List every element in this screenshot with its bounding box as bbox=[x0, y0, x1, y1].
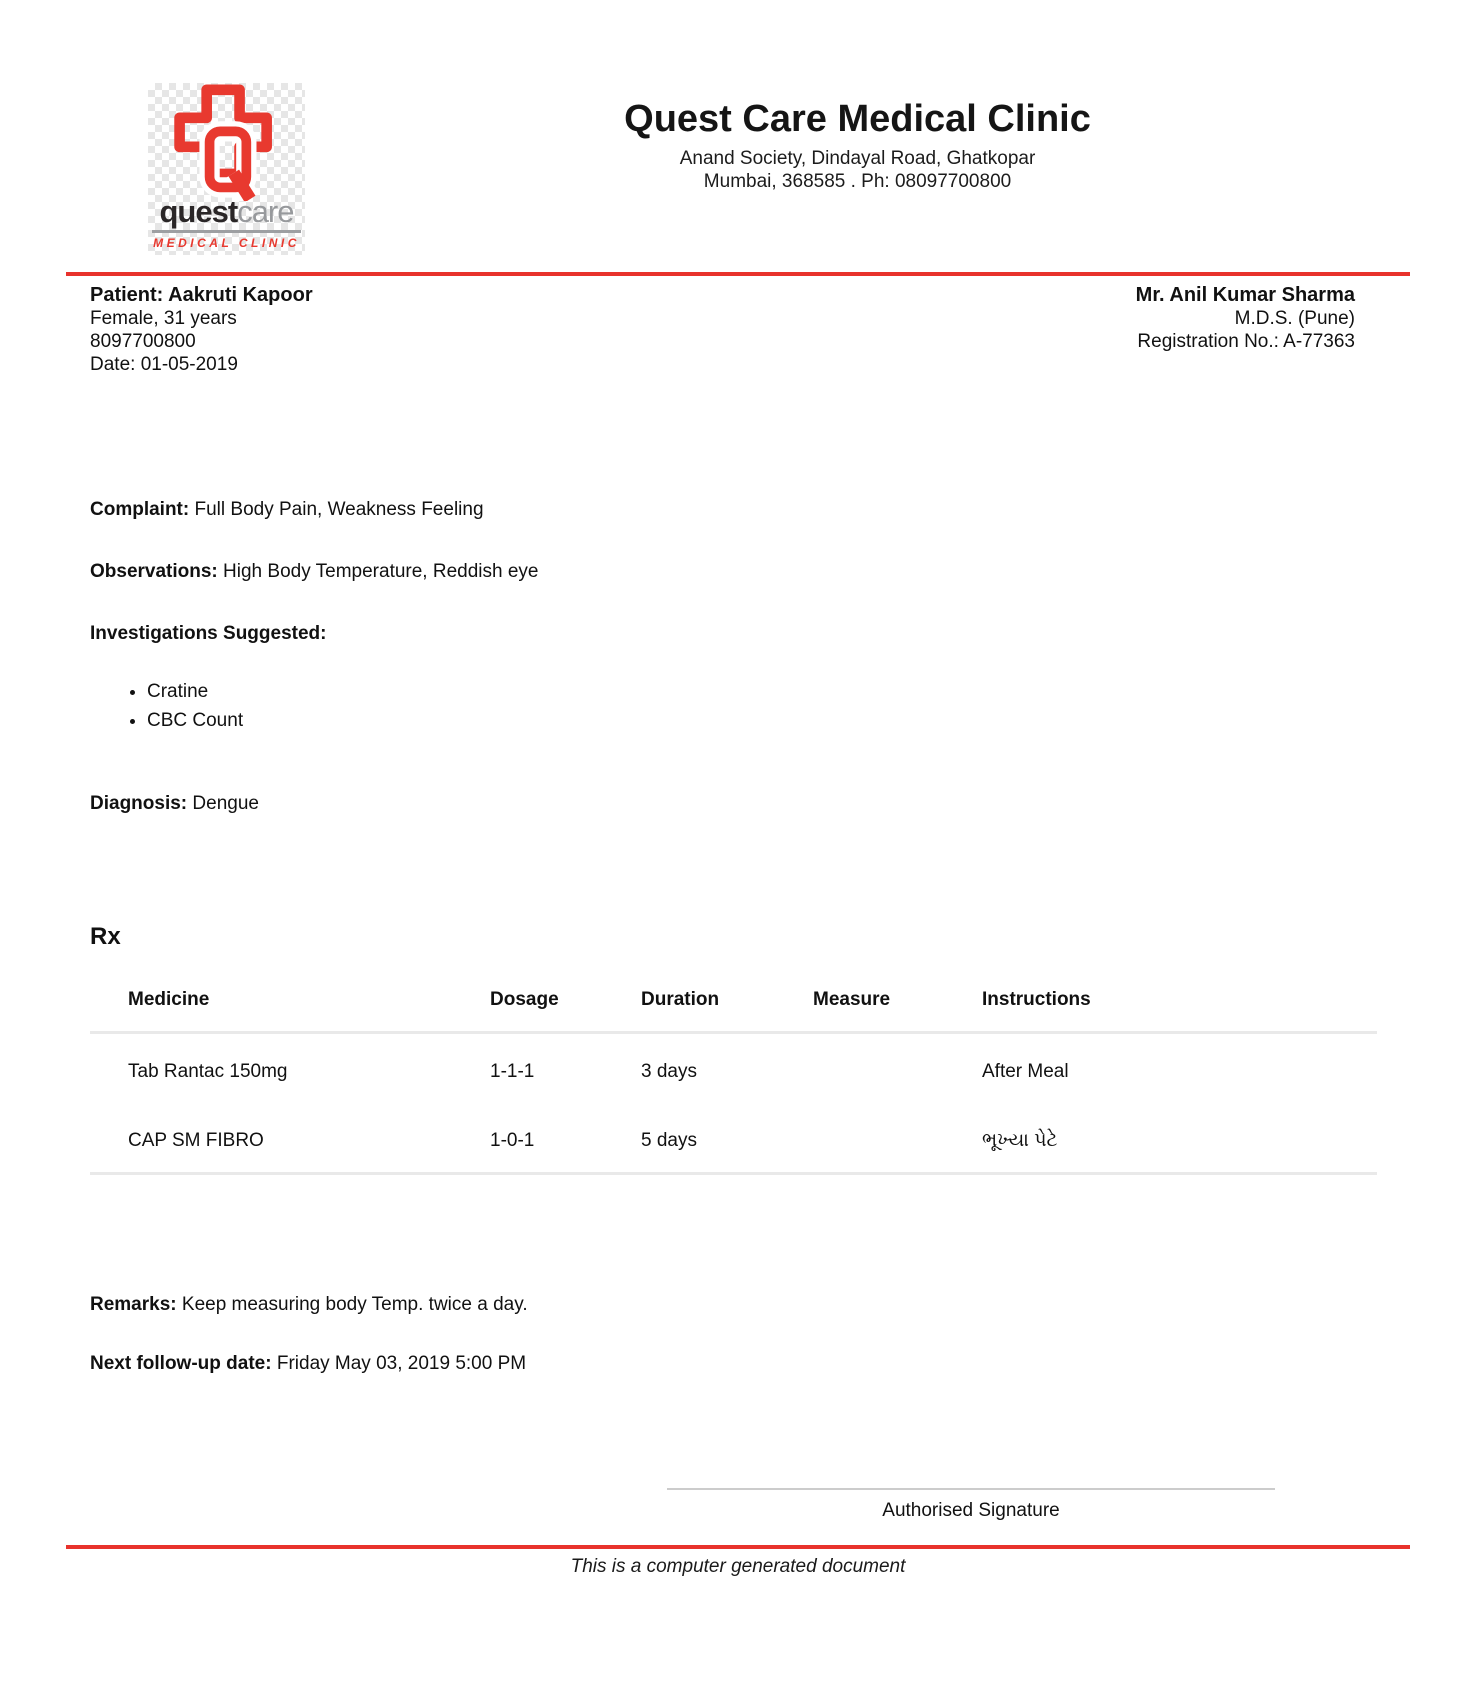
doctor-info: Mr. Anil Kumar Sharma M.D.S. (Pune) Regi… bbox=[1136, 283, 1355, 376]
medicine-cell: CAP SM FIBRO bbox=[90, 1103, 490, 1175]
rx-col-instructions: Instructions bbox=[982, 974, 1377, 1034]
clinical-sections: Complaint: Full Body Pain, Weakness Feel… bbox=[66, 498, 1410, 950]
complaint-value: Full Body Pain, Weakness Feeling bbox=[194, 499, 484, 520]
diagnosis-line: Diagnosis: Dengue bbox=[90, 792, 1410, 815]
rx-col-duration: Duration bbox=[641, 974, 813, 1034]
prescription-date: Date: 01-05-2019 bbox=[90, 354, 238, 375]
doctor-name: Mr. Anil Kumar Sharma bbox=[1135, 284, 1355, 306]
diagnosis-value: Dengue bbox=[192, 793, 259, 814]
dosage-cell: 1-0-1 bbox=[490, 1103, 641, 1175]
observations-value: High Body Temperature, Reddish eye bbox=[223, 561, 539, 582]
clinic-logo: questcare MEDICAL CLINIC bbox=[148, 83, 305, 255]
rx-col-measure: Measure bbox=[813, 974, 982, 1034]
investigations-list: Cratine CBC Count bbox=[90, 680, 1410, 732]
observations-label: Observations: bbox=[90, 561, 218, 582]
patient-phone: 8097700800 bbox=[90, 331, 196, 352]
rx-col-dosage: Dosage bbox=[490, 974, 641, 1034]
patient-doctor-row: Patient: Aakruti Kapoor Female, 31 years… bbox=[66, 276, 1410, 376]
rx-table-header-row: Medicine Dosage Duration Measure Instruc… bbox=[90, 974, 1377, 1034]
clinic-header-text: Quest Care Medical Clinic Anand Society,… bbox=[305, 83, 1410, 193]
dosage-cell: 1-1-1 bbox=[490, 1061, 535, 1082]
logo-brand-text: questcare bbox=[148, 194, 305, 229]
patient-info: Patient: Aakruti Kapoor Female, 31 years… bbox=[90, 283, 313, 376]
duration-cell: 3 days bbox=[641, 1061, 697, 1082]
clinic-header: questcare MEDICAL CLINIC Quest Care Medi… bbox=[66, 83, 1410, 255]
computer-generated-note: This is a computer generated document bbox=[570, 1556, 906, 1577]
remarks-value: Keep measuring body Temp. twice a day. bbox=[181, 1294, 528, 1315]
instructions-cell: ભૂખ્યા પેટે bbox=[982, 1103, 1377, 1175]
clinic-name: Quest Care Medical Clinic bbox=[624, 98, 1091, 140]
followup-label: Next follow-up date: bbox=[90, 1353, 272, 1374]
remarks-label: Remarks: bbox=[90, 1294, 177, 1315]
logo-brand-bold: quest bbox=[159, 194, 239, 229]
patient-name: Patient: Aakruti Kapoor bbox=[90, 284, 313, 306]
rx-col-medicine: Medicine bbox=[90, 974, 490, 1034]
clinic-address-line2: Mumbai, 368585 . Ph: 08097700800 bbox=[703, 171, 1012, 192]
investigation-item: Cratine bbox=[147, 680, 1410, 703]
medical-cross-q-icon bbox=[174, 84, 272, 201]
rx-table-row: Tab Rantac 150mg 1-1-1 3 days After Meal bbox=[90, 1033, 1377, 1104]
observations-line: Observations: High Body Temperature, Red… bbox=[90, 560, 1410, 583]
investigation-item: CBC Count bbox=[147, 709, 1410, 732]
logo-tagline: MEDICAL CLINIC bbox=[153, 236, 300, 250]
logo-divider bbox=[152, 230, 301, 233]
footer-divider-rule bbox=[66, 1545, 1410, 1549]
measure-cell bbox=[813, 1103, 982, 1175]
rx-table-row: CAP SM FIBRO 1-0-1 5 days ભૂખ્યા પેટે bbox=[90, 1103, 1377, 1175]
patient-demographics: Female, 31 years bbox=[90, 308, 237, 329]
complaint-line: Complaint: Full Body Pain, Weakness Feel… bbox=[90, 498, 1410, 521]
authorised-signature-label: Authorised Signature bbox=[882, 1500, 1060, 1521]
duration-cell: 5 days bbox=[641, 1103, 813, 1175]
complaint-label: Complaint: bbox=[90, 499, 190, 520]
medicine-cell: Tab Rantac 150mg bbox=[128, 1061, 288, 1082]
instructions-cell: After Meal bbox=[982, 1061, 1069, 1082]
logo-brand-light: care bbox=[237, 194, 294, 229]
measure-cell bbox=[813, 1033, 982, 1104]
investigations-heading: Investigations Suggested: bbox=[90, 623, 327, 644]
header-divider-rule bbox=[66, 272, 1410, 276]
remarks-line: Remarks: Keep measuring body Temp. twice… bbox=[90, 1293, 1410, 1316]
rx-table: Medicine Dosage Duration Measure Instruc… bbox=[90, 974, 1377, 1175]
diagnosis-label: Diagnosis: bbox=[90, 793, 188, 814]
authorised-signature-block: Authorised Signature bbox=[667, 1488, 1275, 1522]
rx-heading: Rx bbox=[90, 923, 121, 950]
clinic-address-line1: Anand Society, Dindayal Road, Ghatkopar bbox=[679, 148, 1036, 169]
followup-value: Friday May 03, 2019 5:00 PM bbox=[276, 1353, 527, 1374]
followup-line: Next follow-up date: Friday May 03, 2019… bbox=[90, 1352, 1410, 1375]
doctor-qualification: M.D.S. (Pune) bbox=[1234, 308, 1355, 329]
doctor-registration: Registration No.: A-77363 bbox=[1137, 331, 1355, 352]
